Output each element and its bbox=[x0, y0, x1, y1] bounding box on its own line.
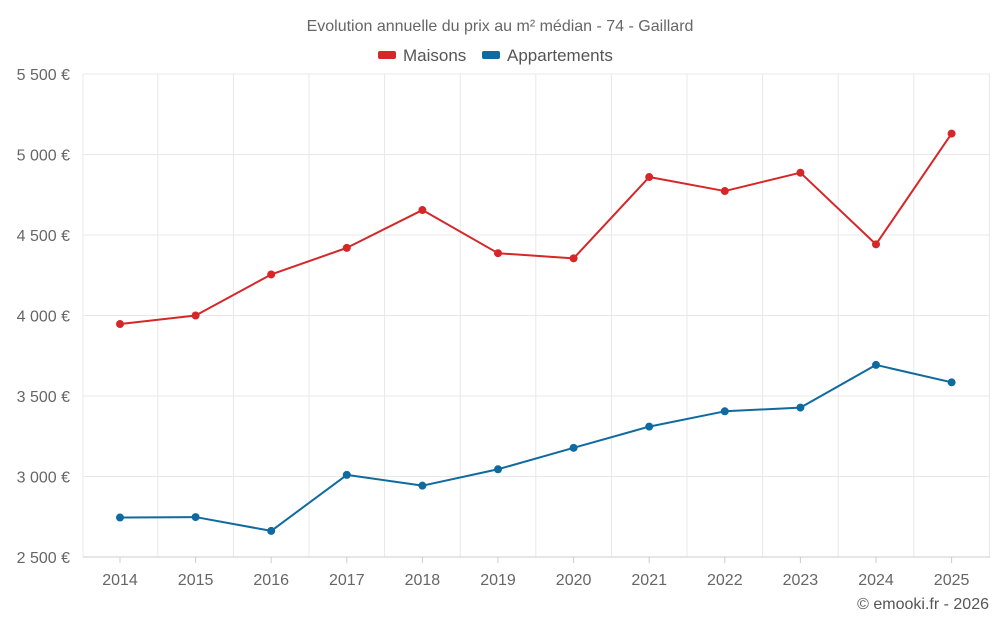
grid bbox=[82, 73, 990, 558]
legend-swatch-maisons bbox=[378, 51, 396, 59]
legend: Maisons Appartements bbox=[378, 46, 613, 65]
data-point-maisons[interactable] bbox=[645, 173, 654, 182]
y-tick-label: 2 500 € bbox=[17, 550, 70, 567]
data-point-maisons[interactable] bbox=[267, 270, 276, 279]
x-tick-label: 2020 bbox=[556, 572, 592, 589]
x-tick-label: 2021 bbox=[631, 572, 667, 589]
y-tick-label: 4 500 € bbox=[17, 228, 70, 245]
data-point-maisons[interactable] bbox=[116, 320, 124, 329]
data-point-maisons[interactable] bbox=[342, 243, 351, 252]
data-point-appartementes[interactable] bbox=[418, 481, 427, 490]
data-point-maisons[interactable] bbox=[720, 187, 729, 196]
chart-title: Evolution annuelle du prix au m² médian … bbox=[307, 18, 694, 35]
y-tick-label: 5 500 € bbox=[17, 67, 70, 84]
x-tick-label: 2019 bbox=[480, 572, 516, 589]
legend-swatch-appartements bbox=[482, 51, 500, 59]
y-tick-label: 4 000 € bbox=[17, 309, 70, 326]
data-point-maisons[interactable] bbox=[796, 168, 805, 177]
data-point-maisons[interactable] bbox=[569, 254, 578, 263]
data-point-appartementes[interactable] bbox=[494, 465, 502, 474]
y-tick-label: 5 000 € bbox=[17, 148, 70, 165]
y-tick-label: 3 000 € bbox=[17, 470, 70, 487]
data-point-appartementes[interactable] bbox=[947, 378, 956, 387]
x-tick-label: 2025 bbox=[934, 572, 970, 589]
data-point-appartementes[interactable] bbox=[569, 443, 578, 452]
series-line-appartementes bbox=[119, 363, 952, 532]
data-point-appartementes[interactable] bbox=[645, 422, 654, 431]
data-point-maisons[interactable] bbox=[191, 311, 200, 320]
x-axis: 2014 2015 2016 2017 2018 2019 2020 2021 2022 2023… bbox=[83, 556, 990, 589]
legend-item-appartements[interactable]: Appartements bbox=[482, 46, 613, 65]
data-point-maisons[interactable] bbox=[418, 206, 427, 215]
data-point-maisons[interactable] bbox=[494, 249, 502, 258]
x-tick-label: 2016 bbox=[253, 572, 289, 589]
data-point-maisons[interactable] bbox=[872, 240, 880, 249]
data-point-maisons[interactable] bbox=[947, 129, 956, 138]
data-point-appartementes[interactable] bbox=[116, 513, 124, 522]
data-point-appartementes[interactable] bbox=[191, 513, 200, 522]
legend-label-maisons: Maisons bbox=[403, 46, 466, 65]
data-point-appartementes[interactable] bbox=[267, 526, 276, 535]
x-tick-label: 2022 bbox=[707, 572, 743, 589]
data-point-appartementes[interactable] bbox=[872, 360, 880, 369]
x-tick-label: 2015 bbox=[178, 572, 214, 589]
legend-item-maisons[interactable]: Maisons bbox=[378, 46, 466, 65]
x-tick-label: 2017 bbox=[329, 572, 365, 589]
x-tick-label: 2023 bbox=[783, 572, 819, 589]
data-point-appartementes[interactable] bbox=[796, 403, 805, 412]
data-point-appartementes[interactable] bbox=[720, 407, 729, 416]
y-tick-label: 3 500 € bbox=[17, 389, 70, 406]
series-line-maisons bbox=[119, 133, 953, 326]
x-tick-label: 2018 bbox=[405, 572, 441, 589]
series bbox=[116, 129, 956, 535]
legend-label-appartements: Appartements bbox=[507, 46, 613, 65]
data-point-appartementes[interactable] bbox=[342, 470, 351, 479]
x-tick-label: 2024 bbox=[858, 572, 894, 589]
credit-text: © emooki.fr - 2026 bbox=[857, 596, 989, 613]
x-tick-label: 2014 bbox=[102, 572, 138, 589]
y-axis: 2 500 € 3 000 € 3 500 € 4 000 € 4 500 € 5 000… bbox=[17, 67, 70, 567]
